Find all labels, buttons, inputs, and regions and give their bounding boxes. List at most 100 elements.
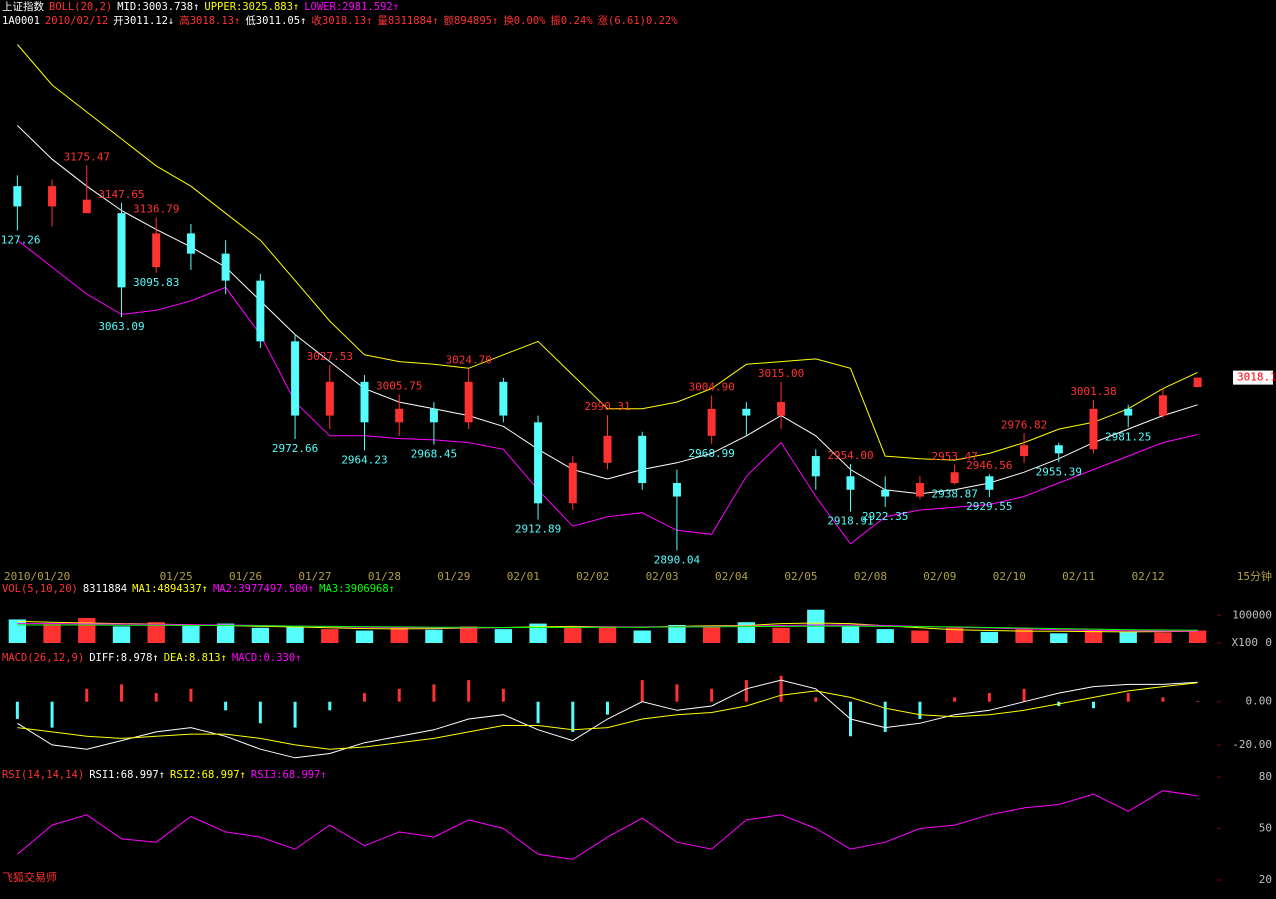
legend-text: MA2:3977497.500↑ <box>212 583 315 595</box>
candle-body <box>638 435 647 484</box>
candle-body <box>603 435 612 463</box>
high-label: 3024.70 <box>445 354 491 367</box>
volume-bar <box>564 627 582 643</box>
legend-text: MACD(26,12,9) <box>2 652 85 664</box>
period-label: 15分钟 <box>1237 569 1272 583</box>
candle-body <box>13 186 22 207</box>
volume-bar <box>529 623 547 643</box>
low-label: 2981.25 <box>1105 430 1151 443</box>
low-label: 2918.91 <box>827 514 873 527</box>
candle-body <box>672 483 681 497</box>
x-tick-label: 02/11 <box>1062 570 1095 583</box>
candle-body <box>499 381 508 416</box>
candle-body <box>221 253 230 281</box>
price-tag: 3018.1 <box>1237 371 1276 384</box>
candle-body <box>1089 408 1098 450</box>
volume-bar <box>112 626 131 643</box>
volume-bar <box>216 623 235 643</box>
volume-bar <box>633 630 651 643</box>
x-tick-label: 01/29 <box>437 570 470 583</box>
candle-body <box>82 199 91 214</box>
low-label: 2972.66 <box>272 442 318 455</box>
candle-body <box>777 402 786 416</box>
legend-row: VOL(5,10,20) 8311884 MA1:4894337↑ MA2:39774… <box>2 583 400 596</box>
low-label: 2912.89 <box>515 523 561 536</box>
volume-bar <box>1188 630 1207 643</box>
candle-body <box>707 408 716 436</box>
x-tick-label: 02/10 <box>993 570 1026 583</box>
volume-bar <box>911 630 929 643</box>
low-label: 2968.99 <box>688 447 734 460</box>
low-label: 2938.87 <box>931 488 977 501</box>
volume-bar <box>43 623 61 643</box>
legend-text: VOL(5,10,20) <box>2 583 78 595</box>
candle-body <box>915 483 924 497</box>
volume-bar <box>147 622 165 643</box>
legend-text: MACD:0.330↑ <box>231 652 302 664</box>
legend-text: 振0.24% <box>550 15 593 27</box>
indicator-line <box>17 682 1198 750</box>
volume-bar <box>78 618 96 643</box>
candle-body <box>186 233 195 254</box>
unit-label: X100 <box>1232 636 1259 649</box>
y-tick-label: 80 <box>1259 770 1272 783</box>
candle-body <box>395 408 404 423</box>
legend-text: LOWER:2981.592↑ <box>304 1 400 13</box>
volume-bar <box>737 622 756 643</box>
candle-body <box>846 476 855 490</box>
low-label: 2964.23 <box>341 453 387 466</box>
candle-body <box>881 489 890 497</box>
indicator-line <box>17 125 1198 495</box>
indicator-line <box>17 624 1198 631</box>
volume-bar <box>1154 632 1172 643</box>
header-row: 1A0001 2010/02/12 开3011.12↓ 高3018.13↑ 低3011.… <box>2 15 683 28</box>
indicator-line <box>17 679 1198 759</box>
candle-body <box>811 456 820 477</box>
high-label: 3175.47 <box>64 150 110 163</box>
x-tick-label: 01/27 <box>298 570 331 583</box>
y-tick-label: 0 <box>1265 636 1272 649</box>
legend-text: RSI(14,14,14) <box>2 769 85 781</box>
candle-body <box>950 472 959 484</box>
x-tick-label: 02/08 <box>854 570 887 583</box>
y-tick-label: 50 <box>1259 822 1272 835</box>
low-label: 2968.45 <box>411 448 457 461</box>
volume-bar <box>1050 633 1068 643</box>
volume-bar <box>1084 630 1103 643</box>
volume-bar <box>668 624 686 643</box>
candle-body <box>256 280 265 342</box>
volume-bar <box>772 627 790 643</box>
candle-body <box>325 381 334 416</box>
legend-text: 1A0001 <box>2 15 40 27</box>
candle-body <box>1020 445 1029 457</box>
candle-body <box>1124 408 1133 416</box>
legend-text: DIFF:8.978↑ <box>89 652 159 664</box>
candle-body <box>985 476 994 490</box>
candle-body <box>534 422 543 504</box>
legend-text: UPPER:3025.883↑ <box>204 1 300 13</box>
candle-body <box>291 341 300 416</box>
candle-body <box>742 408 751 416</box>
low-label: 2922.35 <box>862 510 908 523</box>
high-label: 2946.56 <box>966 459 1012 472</box>
header-row: 上证指数 BOLL(20,2) MID:3003.738↑ UPPER:3025.88… <box>2 1 404 14</box>
high-label: 3027.53 <box>307 350 353 363</box>
legend-text: MID:3003.738↑ <box>117 1 200 13</box>
legend-text: MA1:4894337↑ <box>132 583 208 595</box>
indicator-line <box>17 239 1198 545</box>
x-tick-label: 01/25 <box>160 570 193 583</box>
candle-body <box>1054 445 1063 454</box>
volume-bar <box>980 631 999 643</box>
x-tick-label: 02/03 <box>646 570 679 583</box>
low-label: 3127.26 <box>0 233 41 246</box>
x-tick-label: 02/12 <box>1132 570 1165 583</box>
volume-bar <box>182 624 200 643</box>
candle-body <box>152 233 161 268</box>
volume-bar <box>355 630 374 643</box>
candle-body <box>48 186 57 207</box>
indicator-line <box>17 44 1198 461</box>
candle-body <box>1158 395 1167 416</box>
legend-text: 2010/02/12 <box>44 15 109 27</box>
legend-text: 换0.00% <box>503 15 546 27</box>
